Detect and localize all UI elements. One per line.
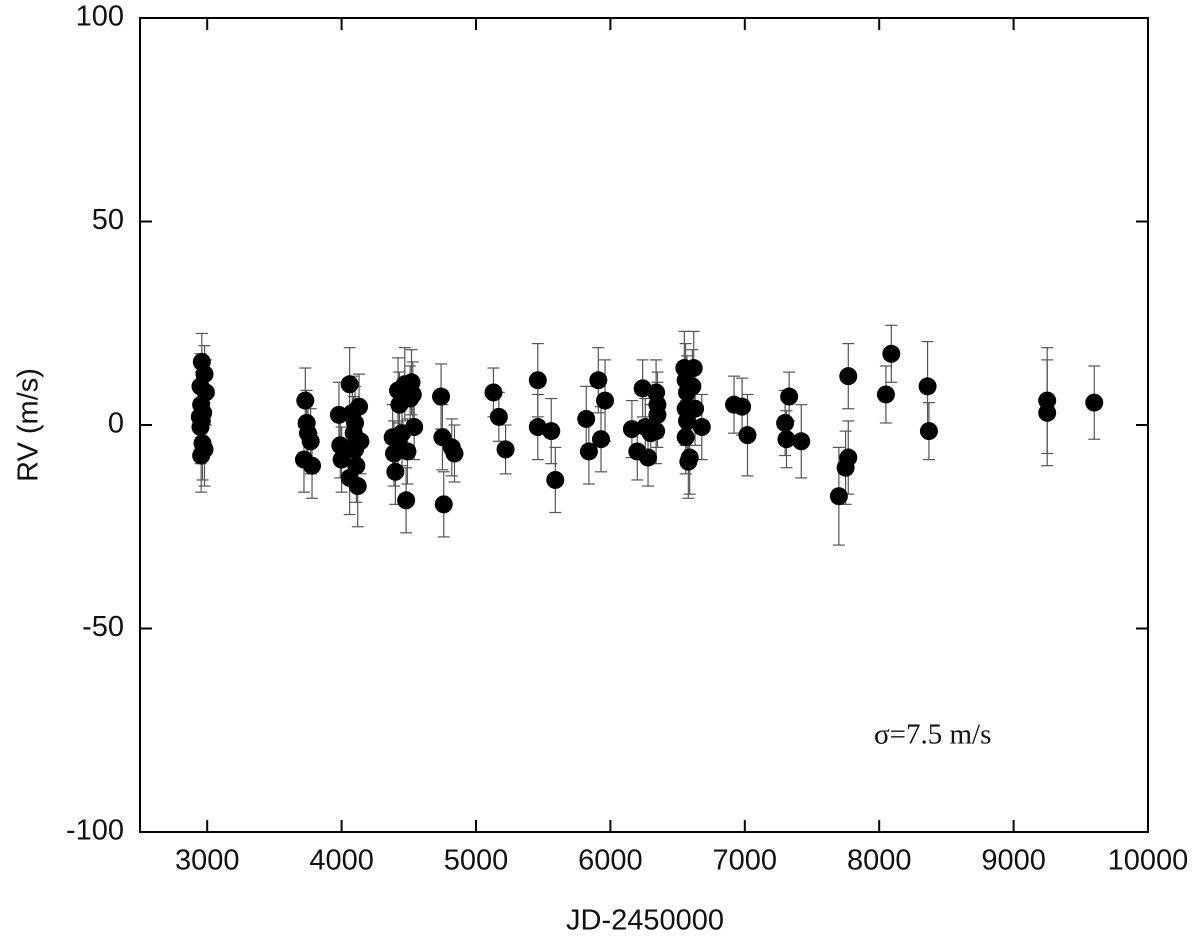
y-tick-label: -50 [82,611,124,643]
data-point [528,371,547,390]
data-point [738,426,757,445]
data-point [579,442,598,461]
data-point [596,391,615,410]
data-point [622,420,641,439]
data-point [589,371,608,390]
data-point [329,405,348,424]
data-point [348,477,367,496]
x-tick-label: 6000 [578,845,643,877]
data-point [191,418,210,437]
data-point [733,397,752,416]
data-point [445,444,464,463]
x-tick-label: 8000 [847,845,912,877]
data-point [882,344,901,363]
data-point [303,456,322,475]
data-point [542,422,561,441]
data-point [839,448,858,467]
annotation: σ=7.5 m/s [874,719,991,751]
data-point [577,409,596,428]
data-point [351,432,370,451]
data-point [919,422,938,441]
x-tick-label: 4000 [309,845,374,877]
data-point [192,446,211,465]
data-point [680,448,699,467]
data-point [546,470,565,489]
data-point [386,462,405,481]
y-tick-label: 50 [92,204,124,236]
x-tick-label: 5000 [444,845,509,877]
data-point [397,491,416,510]
data-point [780,387,799,406]
x-tick-label: 9000 [981,845,1046,877]
data-point [829,487,848,506]
data-point [398,442,417,461]
data-point [347,456,366,475]
data-point [434,495,453,514]
data-point [918,377,937,396]
data-point [1085,393,1104,412]
y-tick-label: -100 [66,815,124,847]
data-point [346,413,365,432]
y-tick-label: 0 [108,408,124,440]
x-tick-label: 10000 [1108,845,1189,877]
data-point [648,405,667,424]
data-point [686,399,705,418]
data-point [301,432,320,451]
data-point [684,359,703,378]
y-axis-label: RV (m/s) [13,368,45,482]
data-point [647,422,666,441]
x-axis-label: JD-2450000 [566,905,724,937]
data-point [839,367,858,386]
x-tick-label: 3000 [175,845,240,877]
data-point [776,413,795,432]
data-point [489,407,508,426]
data-point [792,432,811,451]
data-point [432,387,451,406]
data-point [591,430,610,449]
data-point [683,377,702,396]
data-point [350,397,369,416]
data-point [296,391,315,410]
data-point [403,385,422,404]
data-point [876,385,895,404]
data-point [1038,403,1057,422]
data-point [496,440,515,459]
data-point [676,428,695,447]
data-point [405,418,424,437]
data-point [340,375,359,394]
x-tick-label: 7000 [713,845,778,877]
y-tick-label: 100 [76,1,124,33]
data-point [484,383,503,402]
data-point [777,430,796,449]
data-point [639,448,658,467]
data-point [692,418,711,437]
